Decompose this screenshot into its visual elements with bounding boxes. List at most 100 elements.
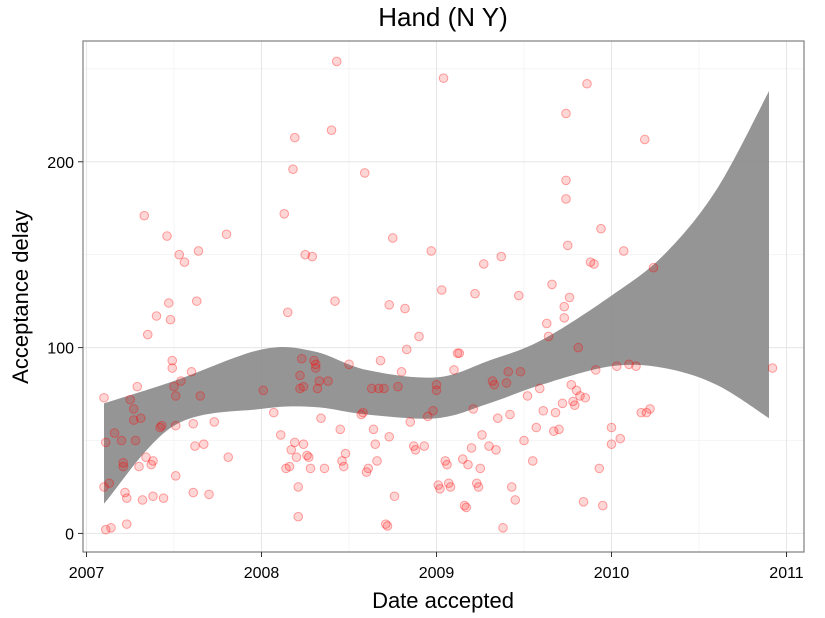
data-point — [286, 445, 297, 455]
data-point — [326, 125, 337, 135]
data-point — [356, 409, 367, 420]
data-point — [515, 366, 526, 377]
data-point — [442, 459, 452, 470]
data-point — [408, 441, 419, 451]
data-point — [170, 420, 181, 431]
data-point — [295, 383, 305, 394]
data-point — [137, 495, 148, 505]
data-point — [141, 452, 151, 463]
data-point — [204, 489, 214, 500]
data-point — [158, 493, 169, 503]
data-point — [538, 405, 549, 416]
data-point — [319, 463, 330, 474]
data-point — [106, 523, 116, 533]
data-point — [100, 437, 111, 448]
data-point — [631, 361, 641, 371]
data-point — [561, 175, 571, 186]
data-point — [454, 348, 465, 358]
data-point — [564, 292, 575, 303]
chart-title: Hand (N Y) — [378, 2, 508, 32]
data-point — [288, 164, 298, 175]
data-point — [128, 404, 139, 414]
data-point — [582, 78, 592, 89]
data-point — [433, 480, 444, 490]
data-point — [459, 500, 470, 511]
data-point — [414, 331, 424, 342]
data-point — [151, 311, 162, 321]
data-point — [275, 430, 286, 440]
data-point — [575, 391, 585, 401]
data-point — [323, 376, 333, 386]
x-axis-title: Date accepted — [372, 588, 514, 613]
data-point — [337, 456, 347, 466]
data-point — [289, 132, 300, 143]
data-point — [648, 262, 659, 273]
data-point — [473, 482, 484, 492]
data-point — [368, 424, 379, 435]
data-point — [116, 435, 127, 446]
data-point — [310, 359, 321, 370]
data-point — [293, 482, 304, 492]
data-point — [561, 108, 571, 119]
data-point — [569, 400, 580, 411]
data-point — [358, 407, 368, 418]
data-point — [484, 441, 494, 451]
data-point — [419, 441, 430, 451]
data-point — [400, 303, 410, 314]
data-point — [541, 318, 552, 329]
y-tick-label: 200 — [47, 155, 74, 172]
data-point — [387, 233, 398, 243]
data-point — [298, 381, 309, 392]
x-tick-label: 2010 — [594, 565, 630, 582]
data-point — [573, 342, 584, 353]
data-point — [279, 209, 290, 219]
data-point — [401, 344, 412, 355]
data-point — [384, 431, 395, 442]
data-point — [562, 240, 573, 251]
data-point — [438, 73, 449, 83]
data-point — [405, 417, 416, 427]
data-point — [121, 493, 132, 503]
data-point — [380, 519, 391, 529]
data-point — [641, 407, 652, 418]
data-point — [300, 249, 311, 260]
data-point — [310, 363, 321, 373]
data-point — [195, 391, 206, 401]
data-point — [156, 420, 167, 431]
data-point — [121, 519, 132, 529]
data-point — [510, 495, 521, 505]
y-tick-label: 100 — [47, 341, 74, 358]
data-point — [468, 404, 479, 414]
data-point — [179, 257, 190, 267]
data-point — [440, 456, 451, 466]
data-point — [639, 134, 650, 145]
data-point — [431, 385, 442, 396]
x-tick-label: 2007 — [69, 565, 105, 582]
data-point — [611, 361, 622, 371]
data-point — [463, 459, 473, 470]
data-point — [188, 487, 199, 498]
data-point — [104, 478, 115, 489]
data-point — [340, 448, 351, 459]
data-point — [457, 454, 468, 464]
smooth-confidence-band — [104, 91, 769, 504]
data-point — [330, 296, 340, 306]
data-point — [125, 394, 136, 405]
data-point — [335, 424, 346, 435]
data-point — [375, 355, 386, 366]
data-point — [615, 433, 626, 444]
data-point — [550, 407, 561, 418]
data-point — [118, 461, 129, 472]
data-point — [139, 210, 150, 221]
data-point — [384, 300, 395, 310]
data-point — [258, 385, 269, 396]
data-point — [636, 407, 647, 418]
data-point — [618, 246, 629, 256]
data-point — [128, 415, 139, 425]
x-tick-label: 2011 — [769, 565, 804, 582]
data-point — [566, 379, 577, 390]
data-point — [312, 383, 323, 394]
data-point — [554, 424, 564, 435]
y-axis: 0 100 200 — [47, 155, 83, 543]
x-tick-label: 2008 — [244, 565, 280, 582]
